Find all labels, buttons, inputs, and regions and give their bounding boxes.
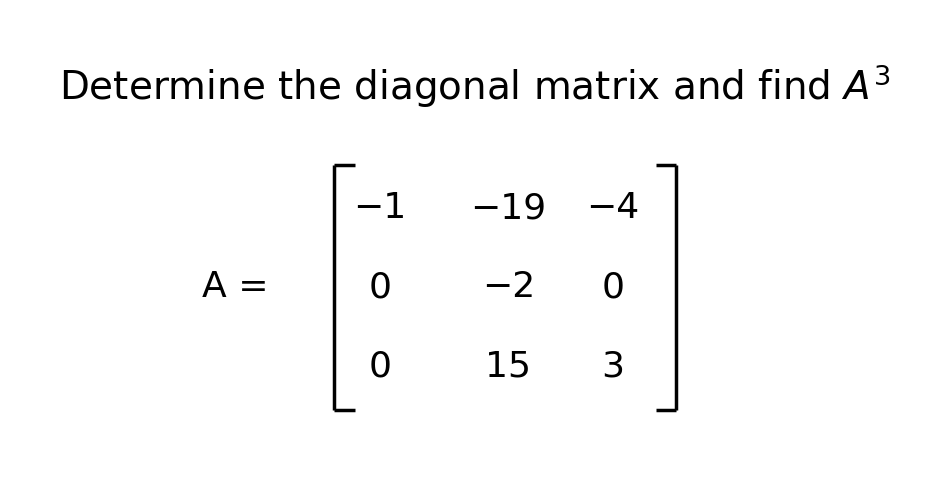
Text: −2: −2 bbox=[482, 271, 535, 304]
Text: 0: 0 bbox=[369, 271, 391, 304]
Text: 0: 0 bbox=[369, 350, 391, 383]
Text: −1: −1 bbox=[353, 192, 407, 225]
Text: Determine the diagonal matrix and find $A^3$: Determine the diagonal matrix and find $… bbox=[59, 62, 891, 110]
Text: A =: A = bbox=[202, 271, 280, 304]
Text: −19: −19 bbox=[470, 192, 546, 225]
Text: 15: 15 bbox=[485, 350, 531, 383]
Text: −4: −4 bbox=[586, 192, 639, 225]
Text: 3: 3 bbox=[601, 350, 624, 383]
Text: 0: 0 bbox=[601, 271, 624, 304]
